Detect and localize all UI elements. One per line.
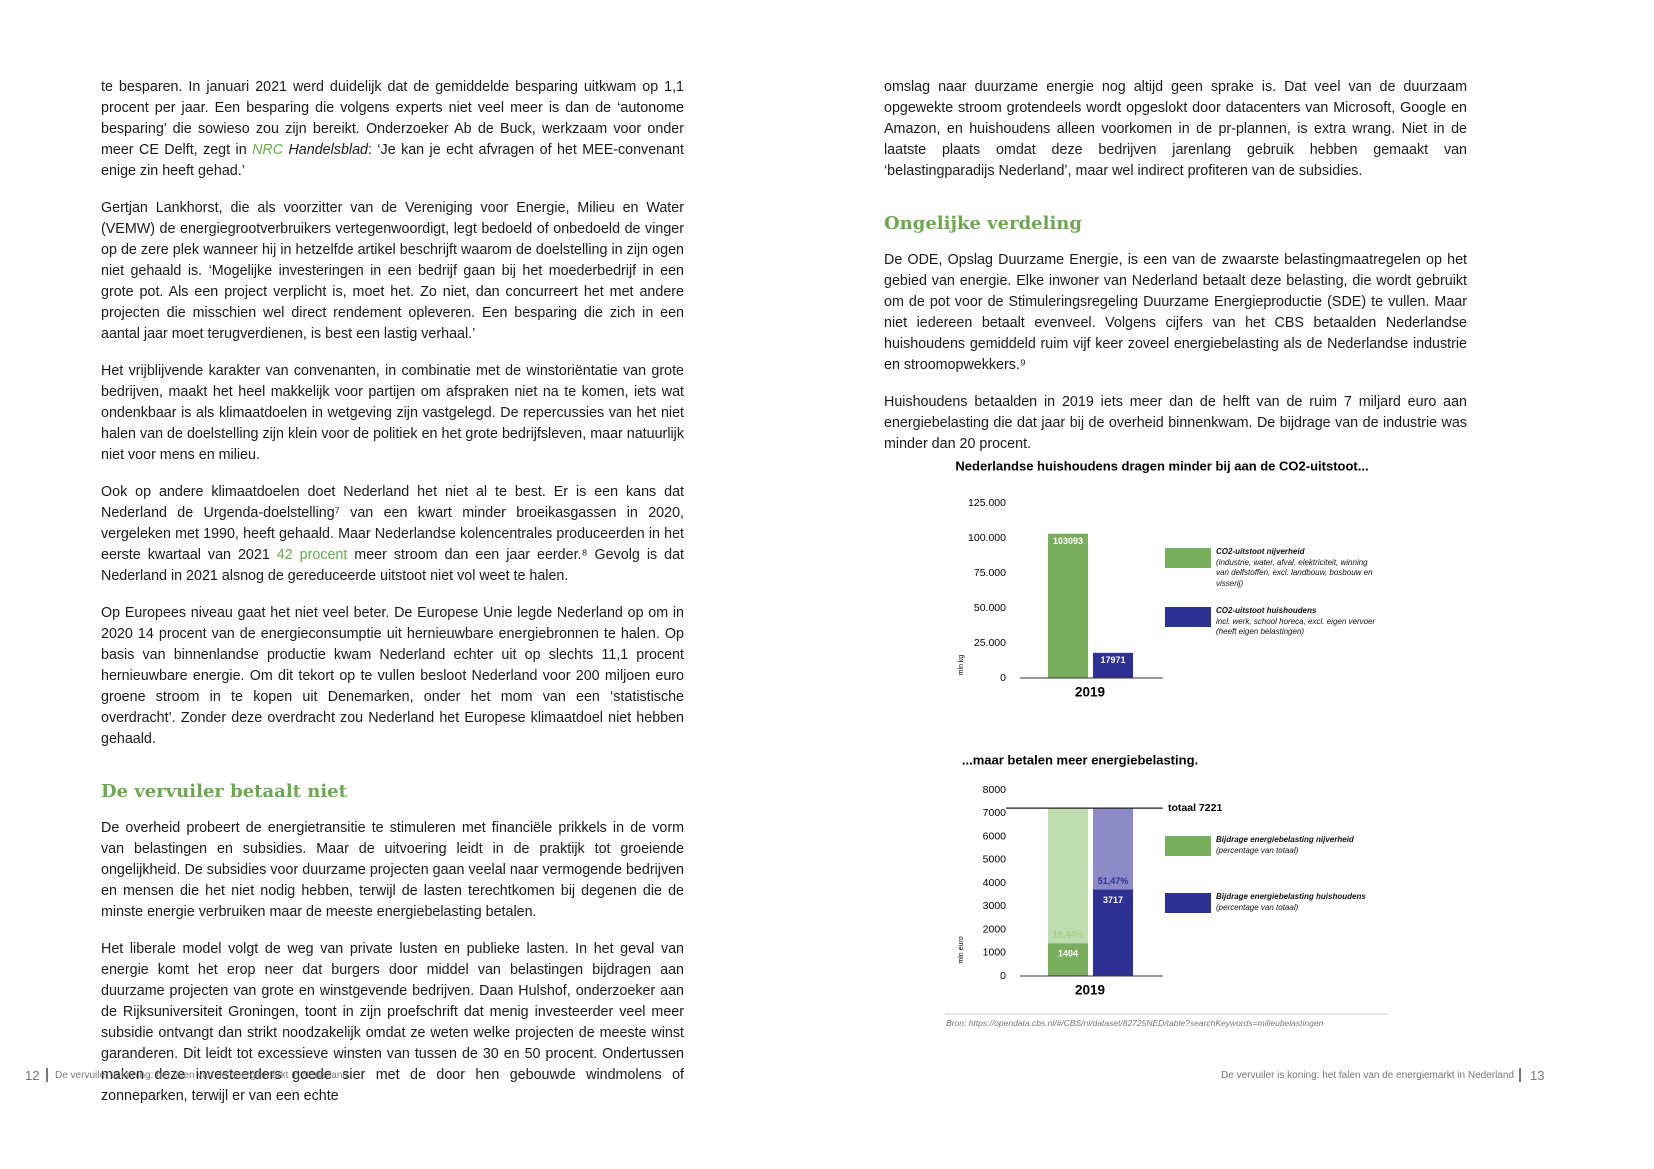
value-label: 1404 — [1058, 949, 1078, 959]
legend-name: Bijdrage energiebelasting huishoudens — [1216, 892, 1366, 901]
paragraph: De ODE, Opslag Duurzame Energie, is een … — [884, 250, 1467, 376]
y-axis-label: mln kg — [958, 655, 965, 676]
text-run: De overheid probeert de energietransitie… — [101, 820, 684, 920]
legend-name: CO2-uitstoot nijverheid — [1216, 547, 1305, 556]
footer-title: De vervuiler is koning: het falen van de… — [55, 1070, 348, 1081]
paragraph: Huishoudens betaalden in 2019 iets meer … — [884, 392, 1467, 455]
paragraph: Gertjan Lankhorst, die als voorzitter va… — [101, 198, 684, 345]
left-column: te besparen. In januari 2021 werd duidel… — [101, 77, 684, 1123]
link: NRC — [252, 142, 284, 158]
y-tick-label: 7000 — [983, 807, 1007, 819]
chart-title: ...maar betalen meer energiebelasting. — [962, 752, 1198, 767]
legend-note: (percentage van totaal) — [1216, 902, 1299, 912]
legend-entry: CO2-uitstoot nijverheid (industrie, water… — [1216, 547, 1376, 589]
y-tick-label: 1000 — [983, 947, 1007, 959]
paragraph: Op Europees niveau gaat het niet veel be… — [101, 603, 684, 750]
footer-title: De vervuiler is koning: het falen van de… — [1221, 1070, 1514, 1081]
legend-name: Bijdrage energiebelasting nijverheid — [1216, 835, 1354, 844]
text-run: Gertjan Lankhorst, die als voorzitter va… — [101, 200, 684, 342]
legend-note: incl. werk, school horeca, excl. eigen v… — [1216, 616, 1376, 637]
paragraph: omslag naar duurzame energie nog altijd … — [884, 77, 1467, 182]
legend-entry: Bijdrage energiebelasting nijverheid (per… — [1216, 835, 1376, 856]
legend-note: (percentage van totaal) — [1216, 845, 1299, 855]
paragraph: Het vrijblijvende karakter van convenant… — [101, 361, 684, 466]
text-run: Op Europees niveau gaat het niet veel be… — [101, 605, 684, 747]
x-tick-label: 2019 — [1075, 685, 1105, 700]
y-tick-label: 50.000 — [974, 602, 1006, 614]
page-number: 13 — [1530, 1068, 1545, 1083]
value-label: 17971 — [1100, 655, 1125, 665]
text-run: Het liberale model volgt de weg van priv… — [101, 941, 684, 1104]
y-tick-label: 125.000 — [968, 497, 1006, 509]
y-tick-label: 75.000 — [974, 567, 1006, 579]
bar — [1048, 533, 1088, 678]
page-number: 12 — [25, 1068, 40, 1083]
footer-divider — [46, 1068, 48, 1082]
share-label: 51,47% — [1098, 876, 1129, 886]
legend-entry: Bijdrage energiebelasting huishoudens (pe… — [1216, 892, 1376, 913]
y-tick-label: 5000 — [983, 854, 1007, 866]
legend-swatch — [1165, 548, 1211, 568]
y-tick-label: 0 — [1000, 672, 1006, 684]
text-run: Handelsblad — [283, 142, 368, 158]
text-run: Ook op andere klimaatdoelen doet Nederla… — [101, 484, 684, 563]
right-column: omslag naar duurzame energie nog altijd … — [884, 77, 1467, 471]
text-run: Het vrijblijvende karakter van convenant… — [101, 363, 684, 463]
paragraph: Ook op andere klimaatdoelen doet Nederla… — [101, 482, 684, 587]
total-label: totaal 7221 — [1168, 802, 1222, 814]
text-run: omslag naar duurzame energie nog altijd … — [884, 79, 1467, 179]
paragraph: te besparen. In januari 2021 werd duidel… — [101, 77, 684, 182]
bar — [1048, 943, 1088, 976]
section-heading: De vervuiler betaalt niet — [101, 781, 347, 802]
legend-name: CO2-uitstoot huishoudens — [1216, 606, 1317, 615]
legend-note: (industrie, water, afval, elektriciteit,… — [1216, 557, 1373, 588]
y-tick-label: 8000 — [983, 784, 1007, 796]
text-run: Huishoudens betaalden in 2019 iets meer … — [884, 394, 1467, 452]
y-tick-label: 0 — [1000, 970, 1006, 982]
y-tick-label: 3000 — [983, 900, 1007, 912]
y-tick-label: 4000 — [983, 877, 1007, 889]
share-label: 19,44% — [1053, 930, 1084, 940]
y-tick-label: 2000 — [983, 923, 1007, 935]
y-tick-label: 6000 — [983, 830, 1007, 842]
y-tick-label: 25.000 — [974, 637, 1006, 649]
paragraph: Het liberale model volgt de weg van priv… — [101, 939, 684, 1107]
value-label: 103093 — [1053, 536, 1083, 546]
value-label: 3717 — [1103, 895, 1123, 905]
legend-swatch — [1165, 836, 1211, 856]
footer-divider — [1519, 1068, 1521, 1082]
paragraph: De overheid probeert de energietransitie… — [101, 818, 684, 923]
chart-title: Nederlandse huishoudens dragen minder bi… — [955, 458, 1368, 473]
text-run: : ‘Je kan je echt afvragen of het MEE-co… — [101, 142, 684, 179]
legend-swatch — [1165, 893, 1211, 913]
section-heading: Ongelijke verdeling — [884, 213, 1082, 234]
bar — [1093, 889, 1133, 976]
source: Bron: https://opendata.cbs.nl/#/CBS/nl/d… — [946, 1018, 1324, 1028]
x-tick-label: 2019 — [1075, 983, 1105, 998]
legend-swatch — [1165, 607, 1211, 627]
bar — [1093, 652, 1133, 678]
y-tick-label: 100.000 — [968, 532, 1006, 544]
link: 42 procent — [276, 547, 348, 563]
text-run: meer stroom dan een jaar eerder.⁸ Gevolg… — [101, 547, 685, 584]
text-run: te besparen. In januari 2021 werd duidel… — [101, 79, 684, 158]
text-run: De ODE, Opslag Duurzame Energie, is een … — [884, 252, 1467, 373]
y-axis-label: mln euro — [958, 936, 965, 963]
legend-entry: CO2-uitstoot huishoudens incl. werk, scho… — [1216, 606, 1376, 638]
